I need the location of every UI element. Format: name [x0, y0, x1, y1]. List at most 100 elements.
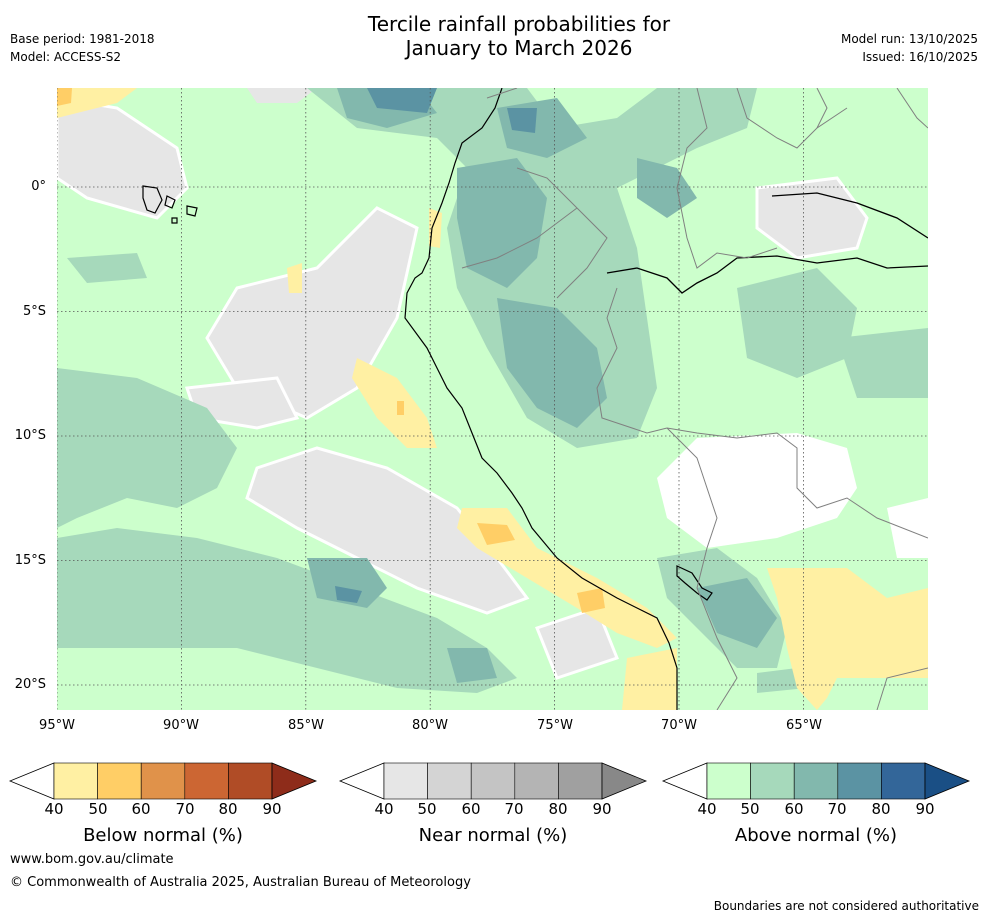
cb-above-tick-60: 60: [784, 800, 804, 818]
below-normal-50-regions: [57, 88, 605, 613]
above-normal-region: [67, 253, 147, 283]
footer-url[interactable]: www.bom.gov.au/climate: [10, 852, 174, 867]
cb-below-tick-80: 80: [218, 800, 238, 818]
below-normal-region: [477, 523, 515, 545]
model-run-date: Model run: 13/10/2025: [840, 32, 978, 46]
lon-label-80w: 80°W: [412, 718, 448, 733]
cb-near-tick-50: 50: [417, 800, 437, 818]
title-line-2: January to March 2026: [405, 36, 633, 60]
above-normal-region: [367, 88, 437, 113]
above-normal-region: [457, 158, 547, 288]
colorbar-segment: [750, 762, 795, 800]
below-normal-region: [287, 263, 302, 293]
footer-copyright: © Commonwealth of Australia 2025, Austra…: [10, 875, 471, 890]
no-tendency-region: [657, 433, 857, 548]
above-normal-50-regions: [57, 88, 928, 693]
above-normal-region: [447, 648, 497, 683]
above-normal-region: [307, 88, 757, 448]
colorbar-extend-low: [8, 762, 55, 800]
colorbar-label-above: Above normal (%): [734, 825, 898, 846]
above-normal-70-regions: [335, 88, 537, 603]
below-normal-40-regions: [57, 88, 928, 710]
meta-left: Base period: 1981-2018 Model: ACCESS-S2: [10, 30, 155, 66]
no-tendency-region: [887, 498, 928, 558]
cb-below-tick-50: 50: [88, 800, 108, 818]
above-normal-region: [497, 298, 607, 428]
colorbar-below-normal: [8, 762, 318, 800]
base-period: Base period: 1981-2018: [10, 32, 155, 46]
amazon-river: [606, 255, 928, 294]
cb-above-tick-90: 90: [915, 800, 935, 818]
lat-label-0: 0°: [31, 179, 46, 194]
coastline-south-america: [404, 88, 678, 710]
lon-label-65w: 65°W: [786, 718, 822, 733]
cb-below-tick-40: 40: [44, 800, 64, 818]
below-normal-region: [577, 588, 605, 613]
colorbar-segment: [140, 762, 186, 800]
lat-label-15s: 15°S: [14, 553, 46, 568]
near-normal-region: [535, 606, 619, 680]
colorbar-label-below: Below normal (%): [83, 825, 243, 846]
negro-river: [771, 192, 928, 239]
cb-above-tick-50: 50: [740, 800, 760, 818]
cb-near-tick-80: 80: [548, 800, 568, 818]
colorbar-extend-low: [338, 762, 385, 800]
map-title: Tercile rainfall probabilities for Janua…: [0, 12, 988, 60]
cb-above-tick-80: 80: [871, 800, 891, 818]
colorbar-segment: [706, 762, 751, 800]
below-normal-region: [429, 208, 442, 248]
cb-near-tick-60: 60: [461, 800, 481, 818]
lon-label-95w: 95°W: [39, 718, 75, 733]
colorbar-near-normal: [338, 762, 648, 800]
colorbar-segment: [837, 762, 882, 800]
colorbar-segment: [228, 762, 273, 800]
lon-label-85w: 85°W: [288, 718, 324, 733]
above-normal-region: [307, 558, 387, 608]
near-normal-region: [245, 446, 530, 615]
above-normal-region: [737, 268, 857, 378]
cb-above-tick-40: 40: [697, 800, 717, 818]
title-line-1: Tercile rainfall probabilities for: [367, 12, 671, 36]
galapagos-islands: [142, 185, 198, 224]
lake-titicaca: [676, 565, 713, 601]
colorbar-segment: [383, 762, 428, 800]
near-normal-region: [247, 88, 317, 103]
colorbar-extend-high: [601, 762, 648, 800]
colorbar-extend-high: [271, 762, 318, 800]
cb-below-tick-90: 90: [262, 800, 282, 818]
colorbar-segment: [470, 762, 516, 800]
issued-date: Issued: 16/10/2025: [862, 50, 978, 64]
colorbar-segment: [97, 762, 142, 800]
above-normal-region: [697, 578, 777, 648]
below-normal-region: [57, 88, 137, 118]
model-name: Model: ACCESS-S2: [10, 50, 122, 64]
graticule: [57, 88, 928, 710]
colorbar-segment: [427, 762, 472, 800]
colorbar-label-near: Near normal (%): [418, 825, 568, 846]
colorbar-segment: [881, 762, 926, 800]
map-plot: [57, 88, 928, 710]
above-normal-region: [335, 586, 362, 603]
lat-label-20s: 20°S: [14, 677, 46, 692]
below-normal-region: [457, 508, 677, 648]
lat-label-10s: 10°S: [14, 428, 46, 443]
cb-below-tick-70: 70: [175, 800, 195, 818]
meta-right: Model run: 13/10/2025 Issued: 16/10/2025: [841, 30, 978, 66]
below-normal-region: [57, 88, 72, 106]
below-normal-region: [352, 358, 437, 448]
cb-near-tick-90: 90: [592, 800, 612, 818]
cb-near-tick-40: 40: [374, 800, 394, 818]
above-normal-region: [837, 328, 928, 398]
colorbar-above-normal: [661, 762, 971, 800]
cb-above-tick-70: 70: [827, 800, 847, 818]
colorbar-extend-low: [661, 762, 708, 800]
above-normal-region: [507, 108, 537, 133]
colorbar-segment: [53, 762, 98, 800]
colorbar-segment: [184, 762, 229, 800]
country-borders: [461, 88, 928, 710]
footer-disclaimer: Boundaries are not considered authoritat…: [713, 899, 979, 913]
above-normal-region: [57, 528, 517, 693]
below-normal-region: [767, 568, 928, 710]
colorbar-segment: [558, 762, 603, 800]
cb-below-tick-60: 60: [131, 800, 151, 818]
